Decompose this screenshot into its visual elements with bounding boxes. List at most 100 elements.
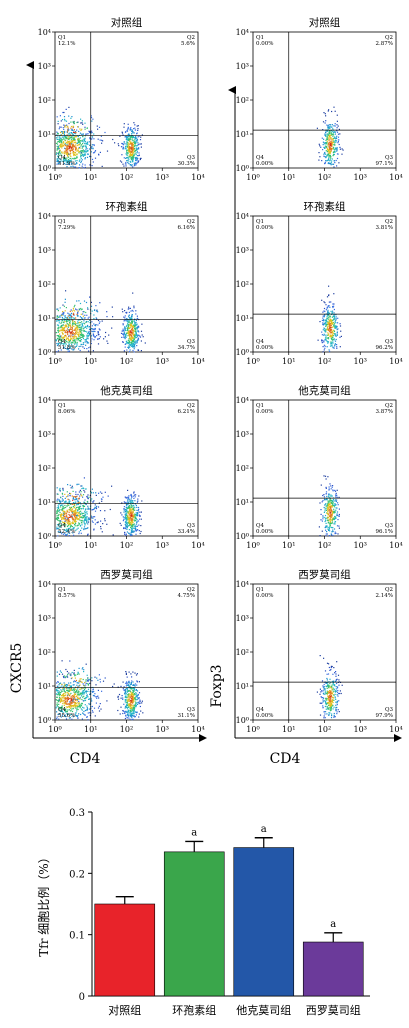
event-dot [134, 152, 136, 154]
event-dot [97, 521, 99, 523]
event-dot [130, 683, 132, 685]
event-dot [85, 133, 87, 135]
event-dot [74, 342, 76, 344]
event-dot [133, 519, 135, 521]
event-dot [120, 524, 122, 526]
event-dot [61, 331, 63, 334]
event-dot [134, 129, 137, 131]
event-dot [130, 515, 132, 517]
event-dot [320, 513, 322, 515]
event-dot [71, 150, 74, 152]
event-dot [126, 496, 128, 498]
event-dot [68, 146, 70, 148]
event-dot [93, 328, 95, 330]
event-dot [326, 135, 328, 137]
event-dot [331, 503, 333, 505]
event-dot [60, 706, 62, 709]
event-dot [68, 162, 70, 164]
event-dot [74, 140, 76, 142]
event-dot [63, 324, 65, 327]
event-dot [73, 706, 75, 708]
event-dot [130, 533, 132, 535]
event-dot [126, 138, 128, 140]
event-dot [132, 691, 134, 693]
event-dot [326, 143, 328, 145]
event-dot [67, 312, 69, 314]
event-dot [130, 504, 133, 506]
event-dot [68, 341, 70, 343]
event-dot [78, 702, 80, 704]
event-dot [76, 343, 78, 345]
event-dot [56, 145, 58, 147]
event-dot [132, 511, 134, 513]
event-dot [133, 343, 135, 345]
event-dot [336, 513, 338, 515]
event-dot [329, 519, 331, 521]
event-dot [326, 346, 328, 348]
event-dot [327, 500, 329, 502]
event-dot [64, 534, 67, 536]
event-dot [56, 512, 58, 514]
event-dot [74, 693, 77, 696]
event-dot [122, 324, 124, 326]
event-dot [63, 328, 65, 330]
event-dot [56, 487, 58, 489]
event-dot [56, 152, 58, 154]
event-dot [73, 527, 75, 529]
event-dot [123, 335, 125, 337]
event-dot [334, 148, 336, 150]
event-dot [87, 338, 89, 340]
event-dot [135, 533, 137, 535]
event-dot [84, 141, 87, 143]
event-dot [74, 343, 76, 345]
event-dot [329, 319, 331, 322]
event-dot [59, 140, 61, 142]
event-dot [72, 532, 74, 534]
event-dot [68, 314, 70, 317]
event-dot [81, 321, 83, 323]
event-dot [126, 683, 128, 685]
event-dot [127, 149, 129, 151]
event-dot [328, 317, 330, 319]
event-dot [329, 134, 331, 137]
event-dot [126, 522, 128, 524]
event-dot [132, 696, 134, 698]
event-dot [88, 517, 90, 519]
event-dot [85, 692, 87, 694]
event-dot [83, 687, 85, 689]
event-dot [81, 322, 83, 325]
event-dot [64, 529, 66, 531]
event-dot [325, 324, 327, 326]
event-dot [73, 329, 75, 331]
event-dot [72, 157, 74, 160]
event-dot [84, 709, 86, 712]
event-dot [61, 507, 63, 509]
event-dot [90, 334, 92, 337]
event-dot [133, 531, 135, 533]
event-dot [327, 514, 329, 516]
event-dot [75, 705, 77, 708]
event-dot [325, 325, 327, 327]
event-dot [72, 499, 74, 501]
x-tick-label: 10³ [156, 725, 169, 734]
event-dot [58, 162, 60, 164]
event-dot [64, 698, 66, 700]
event-dot [64, 532, 66, 534]
event-dot [70, 121, 72, 123]
event-dot [133, 163, 135, 165]
event-dot [334, 333, 336, 335]
event-dot [70, 493, 72, 495]
event-dot [64, 698, 66, 700]
event-dot [137, 339, 140, 341]
event-dot [93, 144, 95, 146]
event-dot [330, 522, 332, 525]
event-dot [138, 716, 140, 718]
event-dot [66, 675, 68, 677]
event-dot [327, 154, 329, 156]
event-dot [62, 330, 64, 332]
event-dot [132, 333, 134, 335]
event-dot [57, 145, 60, 147]
event-dot [67, 141, 69, 143]
event-dot [63, 704, 65, 706]
event-dot [61, 314, 63, 316]
